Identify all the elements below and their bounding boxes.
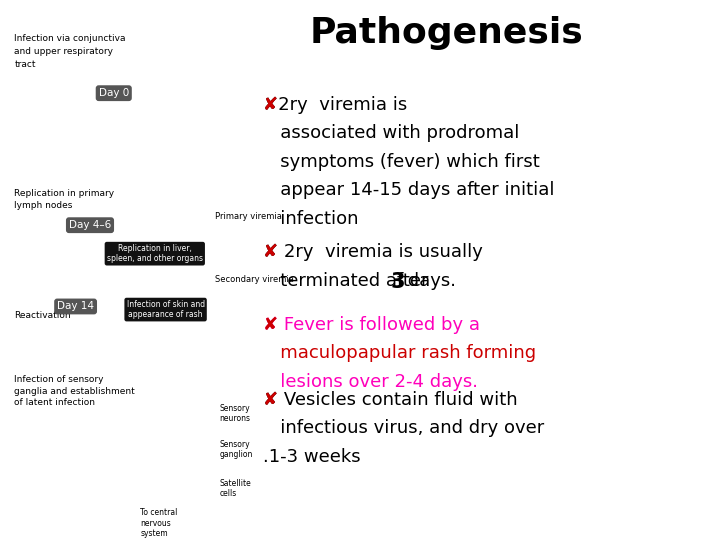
Text: ✘: ✘ xyxy=(263,96,278,114)
Text: lymph nodes: lymph nodes xyxy=(14,201,73,210)
Text: Infection via conjunctiva: Infection via conjunctiva xyxy=(14,33,126,43)
Text: terminated after: terminated after xyxy=(263,272,440,290)
Text: Sensory
ganglion: Sensory ganglion xyxy=(220,440,253,460)
Text: Infection of skin and
appearance of rash: Infection of skin and appearance of rash xyxy=(127,300,204,319)
Text: ✘: ✘ xyxy=(263,244,278,261)
Text: Secondary viremia: Secondary viremia xyxy=(215,275,294,285)
Text: ✘ Vesicles contain fluid with: ✘ Vesicles contain fluid with xyxy=(263,391,518,409)
Text: .1-3 weeks: .1-3 weeks xyxy=(263,448,361,466)
Text: ✘ Fever is followed by a: ✘ Fever is followed by a xyxy=(263,316,480,334)
Text: and upper respiratory: and upper respiratory xyxy=(14,46,114,56)
Text: of latent infection: of latent infection xyxy=(14,398,95,407)
Text: ganglia and establishment: ganglia and establishment xyxy=(14,387,135,396)
Text: To central
nervous
system: To central nervous system xyxy=(140,508,178,538)
Text: Day 4–6: Day 4–6 xyxy=(69,220,111,230)
Text: infection: infection xyxy=(263,210,359,228)
Text: symptoms (fever) which first: symptoms (fever) which first xyxy=(263,153,539,171)
Text: ✘: ✘ xyxy=(263,316,278,334)
Text: Sensory
neurons: Sensory neurons xyxy=(220,404,251,423)
Text: days.: days. xyxy=(402,272,456,290)
Text: maculopapular rash forming: maculopapular rash forming xyxy=(263,345,536,362)
Text: Reactivation: Reactivation xyxy=(14,310,71,320)
Text: tract: tract xyxy=(14,59,36,69)
Text: Replication in liver,
spleen, and other organs: Replication in liver, spleen, and other … xyxy=(107,244,203,264)
Text: Satellite
cells: Satellite cells xyxy=(220,479,251,498)
Text: Replication in primary: Replication in primary xyxy=(14,189,114,198)
Text: Pathogenesis: Pathogenesis xyxy=(310,16,583,50)
Text: ✘2ry  viremia is: ✘2ry viremia is xyxy=(263,96,407,114)
Text: Infection of sensory: Infection of sensory xyxy=(14,375,104,384)
Text: Primary viremia: Primary viremia xyxy=(215,212,282,221)
Text: 3: 3 xyxy=(391,272,405,292)
Text: Day 0: Day 0 xyxy=(99,88,129,98)
Text: lesions over 2-4 days.: lesions over 2-4 days. xyxy=(263,373,478,391)
Text: ✘: ✘ xyxy=(263,391,278,409)
Text: appear 14-15 days after initial: appear 14-15 days after initial xyxy=(263,181,554,199)
Text: infectious virus, and dry over: infectious virus, and dry over xyxy=(263,420,544,437)
Text: associated with prodromal: associated with prodromal xyxy=(263,124,519,142)
Text: ✘ 2ry  viremia is usually: ✘ 2ry viremia is usually xyxy=(263,244,482,261)
Text: Day 14: Day 14 xyxy=(57,301,94,312)
